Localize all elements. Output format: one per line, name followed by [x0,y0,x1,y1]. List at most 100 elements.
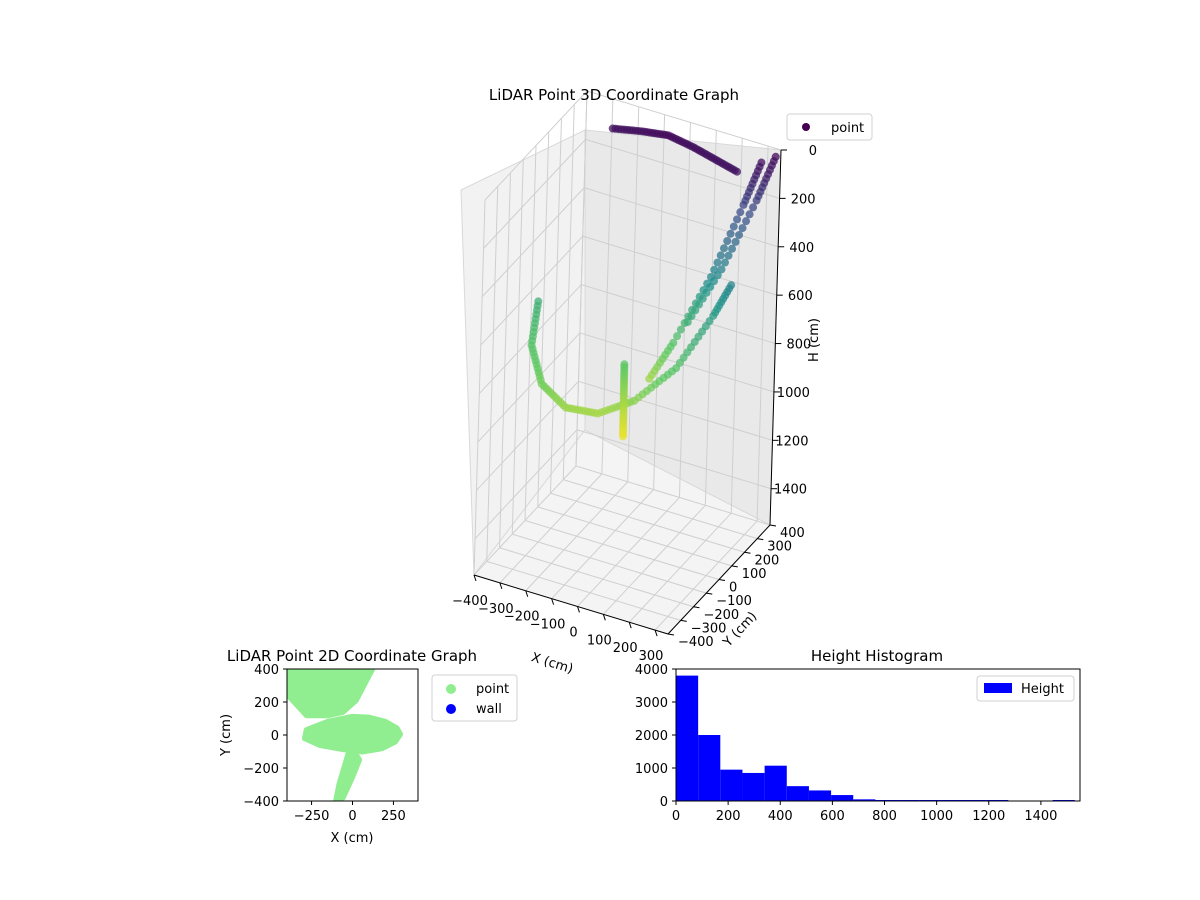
data-point-3d [749,203,758,212]
data-point-3d [719,244,728,253]
y-tick-label-2d: 400 [254,663,279,678]
grid-line-y-floor [512,533,707,594]
y-axis-label-2d: Y (cm) [219,714,234,757]
x-tick-mark-3d [602,614,606,621]
z-tick-label-3d: 800 [786,338,811,353]
data-point-3d [728,244,737,253]
y-tick-mark-3d [757,538,764,541]
grid-line-y-side [550,118,562,494]
legend-2d-label-wall: wall [476,702,502,717]
point-region-2d [287,669,376,719]
legend-2d-marker-wall [446,704,456,714]
x-tick-label-3d: −400 [452,594,488,609]
ticks-3d: −400−300−200−1000100200300−400−300−200−1… [452,144,817,664]
data-point-3d [676,325,685,334]
data-point-3d [727,281,736,290]
point-region-2d [302,713,403,755]
y-tick-label-3d: 100 [742,567,767,582]
y-tick-label-3d: 300 [767,540,792,555]
y-tick-label-3d: −300 [691,621,727,636]
y-tick-label-2d: −200 [243,762,279,777]
y-tick-label-histogram: 2000 [635,729,668,744]
histogram-bar [831,795,854,801]
chart-2d-scatter: LiDAR Point 2D Coordinate Graph −250 0 250… [219,647,518,846]
grid-line-z-left [483,139,586,249]
z-tick-label-3d: 400 [789,241,814,256]
grid-line-y-side [562,104,575,480]
x-tick-mark-3d [525,590,529,597]
y-tick-label-2d: 200 [254,696,279,711]
y-tick-mark-3d [718,579,726,581]
ticks-2d: −250 0 250 400 200 0 −200 −400 [243,663,406,824]
y-tick-mark-3d [667,633,675,636]
grid-line-y-floor [575,465,771,526]
legend-histogram: Height [976,675,1075,702]
x-axis-line [473,574,669,635]
grid-line-z-right [586,90,782,151]
x-tick-label-histogram: 1200 [972,809,1005,824]
y-tick-label-histogram: 0 [660,795,668,810]
x-tick-label-3d: −300 [478,602,514,617]
grid-line-z-left [484,90,588,201]
y-tick-label-3d: −100 [716,594,752,609]
legend-2d: point wall [431,674,518,722]
x-tick-mark-3d [473,574,477,582]
data-point-3d [695,300,704,309]
x-tick-label-histogram: 1400 [1024,809,1057,824]
chart-3d-scatter: −400−300−200−1000100200300−400−300−200−1… [452,86,873,677]
histogram-bar [742,772,765,801]
data-point-3d [745,210,754,219]
y-tick-label-3d: −400 [678,635,714,650]
data-point-3d [724,251,733,260]
histogram-bar [764,765,787,801]
data-point-3d [691,306,700,315]
histogram-title: Height Histogram [811,647,943,665]
y-tick-label-histogram: 4000 [635,663,668,678]
z-axis-label-3d: H (cm) [807,318,822,362]
legend-histogram-label: Height [1021,682,1064,697]
x-tick-label-histogram: 600 [820,809,845,824]
data-point-3d [673,332,682,341]
data-point-3d [731,237,740,246]
grid-line-z-left [474,429,578,540]
chart-2d-title: LiDAR Point 2D Coordinate Graph [227,647,477,665]
x-tick-label-histogram: 400 [768,809,793,824]
data-point-3d [619,432,628,441]
chart-3d-title: LiDAR Point 3D Coordinate Graph [489,86,739,104]
data-point-3d [742,217,751,226]
x-tick-mark-3d [628,622,632,629]
data-point-3d [709,277,718,286]
data-point-3d [752,196,761,205]
data-point-3d [733,215,742,224]
x-tick-label-3d: 100 [587,633,612,648]
x-tick-label-histogram: 0 [672,809,680,824]
y-tick-label-2d: −400 [243,795,279,810]
x-tick-label-3d: 300 [639,649,664,664]
data-point-3d [723,236,732,245]
z-axis-line [769,149,782,526]
grid-line-z-right [584,187,779,248]
y-tick-label-2d: 0 [271,729,279,744]
histogram-bar [808,790,832,801]
grid-line-y-floor [486,560,681,621]
grid-line-z-right [578,380,773,441]
legend-3d: point [786,113,873,141]
grid-line-y-side [486,186,499,562]
y-tick-label-3d: 0 [729,581,737,596]
data-point-3d [683,318,692,327]
grid-line-x-back [678,122,691,498]
data-point-3d [698,294,707,303]
grid-line-y-side [575,90,588,467]
histogram-bars [676,675,1075,801]
histogram-bar [676,675,699,801]
x-tick-label-histogram: 200 [716,809,741,824]
data-point-3d [716,251,725,260]
legend-3d-label-point: point [831,121,864,136]
histogram-bar [698,735,721,801]
x-tick-mark-3d [654,629,658,637]
data-point-3d [729,222,738,231]
y-tick-mark-3d [680,619,687,622]
legend-histogram-swatch [984,683,1012,693]
legend-3d-frame [786,113,873,141]
